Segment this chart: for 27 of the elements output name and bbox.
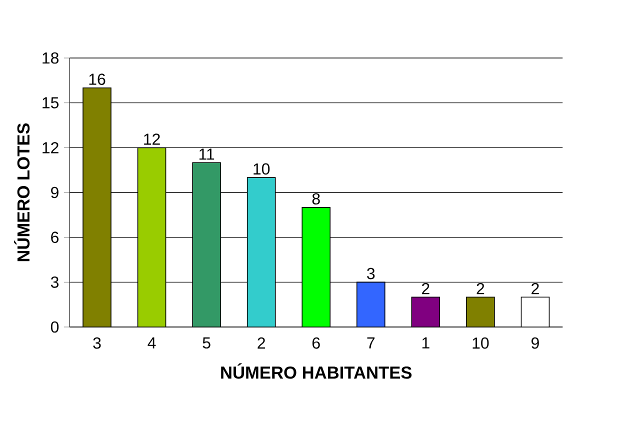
y-tick-label: 15 bbox=[42, 97, 59, 108]
data-label: 3 bbox=[367, 268, 375, 280]
data-label: 12 bbox=[144, 134, 160, 145]
data-label: 8 bbox=[312, 193, 320, 205]
data-label: 2 bbox=[422, 283, 430, 294]
y-tick-label: 12 bbox=[42, 142, 58, 154]
x-tick-label: 3 bbox=[93, 337, 101, 349]
y-tick-label: 18 bbox=[42, 52, 59, 64]
y-tick-label: 3 bbox=[50, 276, 59, 288]
x-tick-label: 6 bbox=[312, 337, 320, 349]
data-label: 2 bbox=[532, 283, 539, 294]
x-tick-label: 1 bbox=[422, 337, 430, 348]
data-label: 2 bbox=[476, 283, 484, 294]
y-tick-label: 6 bbox=[51, 232, 59, 243]
data-label: 10 bbox=[254, 163, 270, 175]
y-tick-label: 0 bbox=[50, 321, 59, 333]
y-tick-label: 9 bbox=[51, 186, 58, 198]
x-tick-label: 5 bbox=[202, 337, 210, 349]
x-tick-label: 9 bbox=[532, 337, 539, 349]
x-axis-title: NÚMERO HABITANTES bbox=[221, 363, 412, 379]
data-label: 11 bbox=[199, 148, 214, 160]
data-label: 16 bbox=[89, 74, 106, 85]
x-tick-label: 2 bbox=[258, 337, 265, 349]
x-tick-label: 10 bbox=[472, 337, 489, 349]
y-axis-title: NÚMERO LOTES bbox=[14, 123, 30, 262]
x-tick-label: 7 bbox=[367, 337, 375, 348]
x-tick-label: 4 bbox=[148, 337, 156, 348]
